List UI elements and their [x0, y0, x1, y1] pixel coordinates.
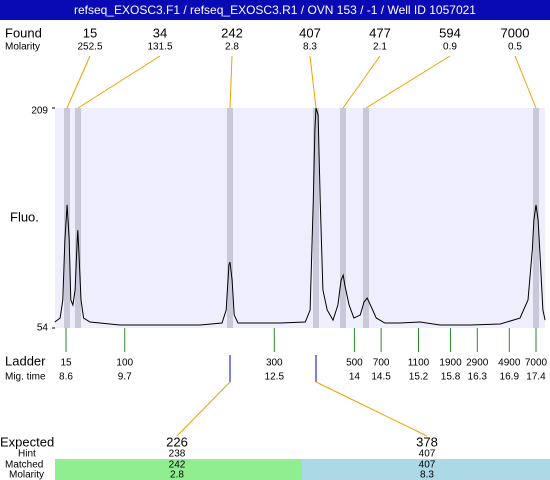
- expected-size: 378: [416, 434, 438, 449]
- matched-size: 407: [419, 460, 436, 471]
- ladder-size: 300: [266, 358, 283, 369]
- peak-band: [75, 108, 81, 328]
- found-molarity: 0.9: [443, 42, 457, 53]
- found-size: 7000: [501, 25, 530, 40]
- found-size: 242: [221, 25, 243, 40]
- title-bar: [0, 0, 550, 20]
- ladder-time: 17.4: [526, 372, 546, 383]
- ladder-time: 14: [349, 372, 361, 383]
- peak-band: [533, 108, 539, 328]
- ladder-time: 14.5: [371, 372, 391, 383]
- found-molarity: 2.8: [225, 42, 239, 53]
- ladder-time: 16.3: [468, 372, 488, 383]
- hint-size: 407: [419, 449, 436, 460]
- hint-label: Hint: [18, 449, 36, 460]
- ladder-time: 12.5: [265, 372, 285, 383]
- ladder-time: 9.7: [118, 372, 132, 383]
- trace: [54, 107, 546, 326]
- mig-time-label: Mig. time: [5, 372, 46, 383]
- ladder-size: 2900: [466, 358, 489, 369]
- ladder-size: 4900: [498, 358, 521, 369]
- peak-band: [340, 108, 346, 328]
- match-cell: [302, 459, 550, 480]
- ladder-time: 15.2: [409, 372, 429, 383]
- found-connector: [514, 55, 537, 109]
- peak-band: [313, 108, 319, 328]
- found-molarity-label: Molarity: [5, 42, 40, 53]
- found-molarity: 131.5: [147, 42, 172, 53]
- peak-band: [363, 108, 369, 328]
- matched-size: 242: [169, 460, 186, 471]
- found-connector: [66, 55, 91, 109]
- found-molarity: 8.3: [303, 42, 317, 53]
- found-size: 34: [153, 25, 167, 40]
- found-size: 477: [369, 25, 391, 40]
- hint-size: 238: [169, 449, 186, 460]
- peak-band: [64, 108, 70, 328]
- found-connector: [229, 55, 233, 109]
- ladder-size: 100: [116, 358, 133, 369]
- matched-label: Matched: [5, 460, 43, 471]
- y-label: Fluo.: [10, 209, 39, 224]
- found-size: 594: [439, 25, 461, 40]
- ladder-size: 15: [60, 358, 72, 369]
- found-molarity: 252.5: [77, 42, 102, 53]
- title: refseq_EXOSC3.F1 / refseq_EXOSC3.R1 / OV…: [74, 3, 476, 17]
- ladder-size: 7000: [525, 358, 548, 369]
- peak-band: [227, 108, 233, 328]
- matched-molarity: 8.3: [420, 470, 434, 480]
- ladder-time: 16.9: [500, 372, 520, 383]
- ladder-size: 1900: [439, 358, 462, 369]
- found-connector: [342, 55, 381, 109]
- ladder-time: 8.6: [59, 372, 73, 383]
- ladder-time: 15.8: [441, 372, 461, 383]
- found-connector: [365, 55, 451, 109]
- found-size: 15: [83, 25, 97, 40]
- expected-size: 226: [166, 434, 188, 449]
- y-tick-label: 54: [37, 323, 49, 334]
- found-molarity: 2.1: [373, 42, 387, 53]
- ladder-size: 1100: [408, 358, 430, 369]
- match-cell: [55, 459, 302, 480]
- expected-connector: [176, 381, 231, 437]
- ladder-label: Ladder: [5, 353, 46, 368]
- ladder-size: 700: [373, 358, 390, 369]
- y-tick-label: 209: [31, 106, 48, 117]
- ladder-size: 500: [346, 358, 363, 369]
- found-molarity: 0.5: [508, 42, 522, 53]
- plot-area: [55, 108, 545, 328]
- expected-connector: [315, 381, 428, 437]
- expected-label: Expected: [0, 434, 54, 449]
- found-label: Found: [5, 25, 42, 40]
- expected-molarity-label: Molarity: [9, 470, 44, 480]
- found-connector: [77, 55, 161, 109]
- found-connector: [309, 55, 317, 109]
- found-size: 407: [299, 25, 321, 40]
- matched-molarity: 2.8: [170, 470, 184, 480]
